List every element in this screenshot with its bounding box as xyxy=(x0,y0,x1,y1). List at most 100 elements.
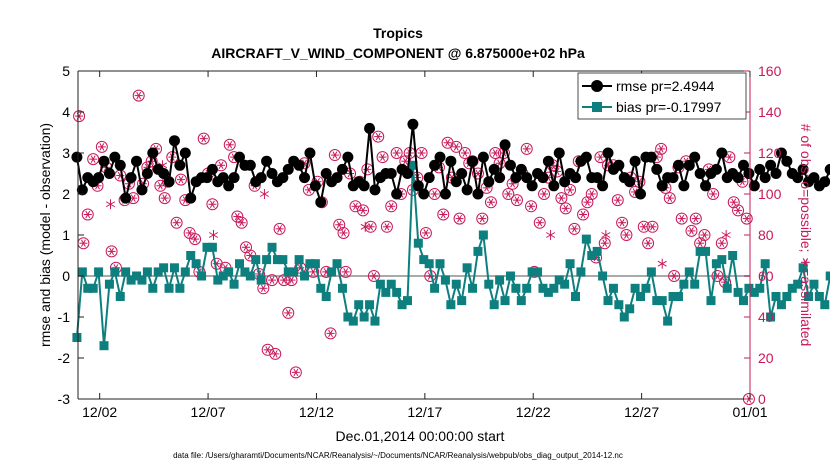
bias-point xyxy=(776,300,786,310)
rmse-point xyxy=(737,159,749,171)
rmse-point xyxy=(320,168,332,179)
rmse-point xyxy=(672,159,684,171)
bias-point xyxy=(668,292,678,301)
rmse-point xyxy=(282,163,294,175)
obs-possible-point xyxy=(568,222,581,235)
x-tick-label: 12/22 xyxy=(516,404,551,420)
obs-possible-point xyxy=(668,270,681,282)
rmse-point xyxy=(542,155,554,167)
rmse-point xyxy=(364,122,376,134)
bias-point xyxy=(337,283,347,293)
rmse-point xyxy=(499,139,511,151)
bias-point xyxy=(652,296,662,306)
bias-point xyxy=(565,259,575,269)
rmse-point xyxy=(559,176,571,188)
bias-point xyxy=(500,296,510,306)
rmse-point xyxy=(244,159,256,171)
obs-possible-point xyxy=(502,188,515,200)
bias-point xyxy=(229,279,239,289)
bias-point xyxy=(446,300,456,310)
obs-possible-point xyxy=(707,188,720,200)
left-tick-label: -1 xyxy=(58,309,71,325)
bias-point xyxy=(516,296,526,306)
obs-possible-point xyxy=(520,142,533,155)
rmse-point xyxy=(602,147,614,159)
bias-point xyxy=(522,283,532,293)
bias-point xyxy=(83,283,93,293)
bias-point xyxy=(370,316,380,326)
x-axis-label: Dec.01,2014 00:00:00 start xyxy=(336,428,505,444)
bias-point xyxy=(267,242,277,252)
bias-point xyxy=(245,271,255,281)
bias-point xyxy=(191,259,201,269)
bias-point xyxy=(679,279,689,289)
left-tick-label: 2 xyxy=(62,186,70,202)
bias-point xyxy=(343,312,353,322)
rmse-point xyxy=(781,155,793,167)
rmse-point xyxy=(131,155,143,167)
obs-assimilated-point xyxy=(657,258,667,269)
rmse-point xyxy=(336,163,348,175)
rmse-point xyxy=(450,176,462,188)
bias-point xyxy=(533,267,543,277)
rmse-point xyxy=(754,163,766,175)
bias-point xyxy=(489,300,499,310)
obs-possible-point xyxy=(458,147,471,159)
obs-possible-point xyxy=(349,200,362,213)
bias-point xyxy=(386,279,396,289)
rmse-point xyxy=(694,168,706,179)
obs-possible-point xyxy=(105,245,118,258)
rmse-point xyxy=(743,168,755,179)
data-file-footer: data file: /Users/gharamti/Documents/NCA… xyxy=(173,451,623,460)
bias-point xyxy=(538,283,548,293)
rmse-point xyxy=(185,192,197,204)
chart-subtitle: AIRCRAFT_V_WIND_COMPONENT @ 6.875000e+02… xyxy=(211,45,585,61)
bias-point xyxy=(484,279,494,289)
bias-point xyxy=(272,255,282,265)
rmse-point xyxy=(114,159,126,171)
obs-possible-point xyxy=(646,220,659,233)
x-tick-label: 12/12 xyxy=(299,404,334,420)
rmse-point xyxy=(391,188,403,200)
bias-point xyxy=(88,283,98,293)
bias-point xyxy=(207,242,217,252)
x-tick-label: 12/07 xyxy=(191,404,226,420)
obs-possible-point xyxy=(223,138,236,151)
bias-series xyxy=(72,160,830,351)
rmse-point xyxy=(645,151,657,163)
bias-point xyxy=(94,267,104,277)
obs-possible-point xyxy=(419,226,432,239)
rmse-point xyxy=(700,180,712,192)
rmse-point xyxy=(526,180,538,192)
left-tick-label: 4 xyxy=(62,104,70,120)
rmse-point xyxy=(309,180,321,192)
bias-point xyxy=(495,275,505,285)
obs-possible-point xyxy=(555,192,568,205)
obs-possible-point xyxy=(357,204,370,217)
rmse-point xyxy=(98,155,110,167)
rmse-point xyxy=(797,163,809,175)
bias-point xyxy=(104,279,114,289)
bias-point xyxy=(706,296,716,306)
bias-point xyxy=(462,263,472,273)
bias-point xyxy=(435,259,445,269)
rmse-point xyxy=(147,147,159,159)
bias-point xyxy=(224,267,234,277)
x-tick-label: 12/17 xyxy=(407,404,442,420)
bias-point xyxy=(321,292,331,301)
bias-point xyxy=(728,251,738,260)
rmse-point xyxy=(732,172,744,184)
left-tick-label: -3 xyxy=(58,391,71,407)
rmse-point xyxy=(483,176,495,188)
bias-point xyxy=(570,292,580,301)
bias-point xyxy=(451,279,461,289)
obs-possible-point xyxy=(616,216,629,229)
bias-point xyxy=(408,160,418,170)
rmse-point xyxy=(412,180,424,192)
bias-point xyxy=(749,287,759,297)
obs-possible-point xyxy=(269,347,282,360)
rmse-point xyxy=(109,151,121,163)
obs-possible-point xyxy=(231,210,244,223)
bias-point xyxy=(402,296,412,306)
rmse-point xyxy=(163,176,175,188)
